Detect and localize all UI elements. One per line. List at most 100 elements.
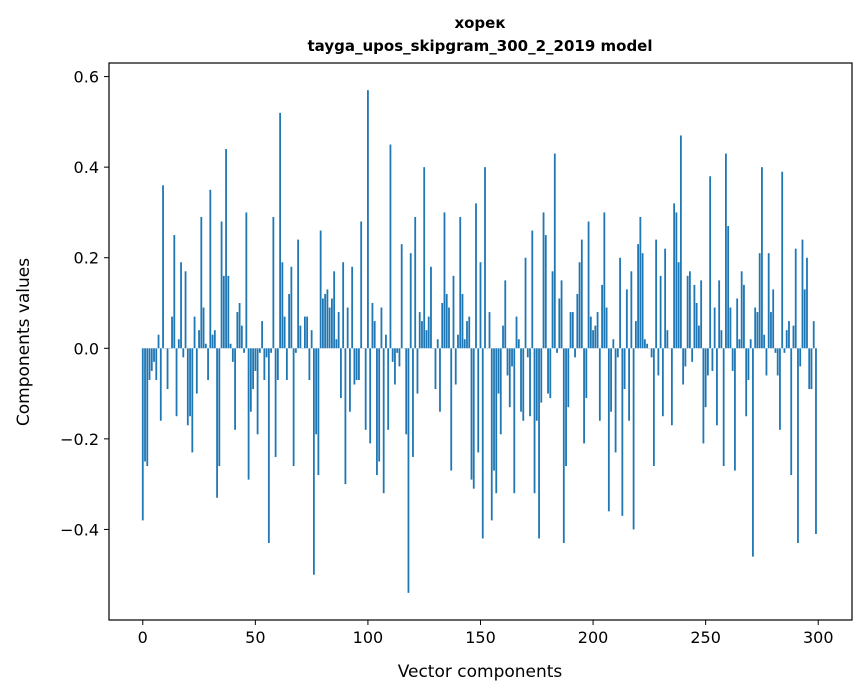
bar-269 [747,348,750,380]
bar-263 [734,348,736,471]
x-tick-label: 150 [465,628,496,647]
bar-218 [632,348,635,530]
bar-145 [468,316,471,349]
bar-88 [340,348,342,399]
bar-4 [150,348,153,371]
bar-246 [695,303,698,349]
bar-228 [655,239,658,349]
bar-100 [367,90,369,349]
bar-258 [722,348,725,467]
bar-152 [484,167,486,349]
bar-83 [328,307,331,349]
bar-77 [315,348,318,435]
bar-67 [292,348,295,467]
bar-235 [670,348,673,426]
bar-147 [472,348,475,489]
bar-231 [661,348,664,417]
bar-169 [522,348,525,421]
bar-48 [249,348,252,412]
bar-249 [702,348,705,444]
bar-58 [272,216,275,349]
bar-86 [335,339,338,349]
bar-212 [619,257,621,349]
bar-154 [488,312,491,349]
bar-107 [382,348,385,494]
bar-15 [175,348,178,417]
bar-290 [794,248,797,349]
bar-202 [596,312,599,349]
bar-294 [803,289,806,349]
bar-29 [207,348,209,380]
bar-241 [684,348,687,367]
bar-213 [621,348,624,516]
y-tick-label: 0.4 [74,158,99,177]
bar-49 [252,348,254,390]
bar-103 [373,321,376,349]
bar-280 [772,289,775,349]
bar-236 [673,203,676,349]
bar-171 [526,348,529,358]
y-tick-label: 0.0 [74,339,99,358]
bar-159 [499,348,502,435]
bar-75 [310,330,313,349]
bar-94 [353,348,356,385]
bar-7 [157,334,160,349]
y-axis-ticks: −0.4 −0.2 0.0 0.2 0.4 0.6 [60,68,109,539]
bar-184 [556,348,558,353]
bar-50 [254,348,257,371]
bar-226 [650,348,653,358]
y-axis-label: Components values [14,258,34,426]
y-tick-label: 0.2 [74,249,99,268]
bar-193 [576,293,579,349]
bar-168 [520,348,522,412]
bar-271 [752,348,754,557]
bar-197 [585,348,588,399]
bar-227 [652,348,655,467]
bar-136 [448,307,450,349]
bar-222 [641,253,644,349]
bar-143 [463,339,466,349]
x-axis-ticks: 0 50 100 150 200 250 300 [138,620,834,647]
bar-31 [211,334,214,349]
bar-244 [691,348,694,362]
bar-295 [806,257,808,349]
bar-209 [612,339,615,349]
bar-27 [202,307,205,349]
bar-181 [549,348,552,399]
bar-127 [427,316,430,349]
bar-242 [686,275,689,349]
bar-89 [342,262,345,349]
bar-104 [376,348,378,476]
bar-281 [774,348,777,353]
bar-76 [312,348,315,575]
bar-126 [425,330,428,349]
bar-81 [324,293,327,349]
bar-20 [186,348,189,426]
bar-216 [628,348,631,421]
x-tick-label: 100 [353,628,384,647]
bar-282 [776,348,779,376]
bar-283 [779,348,781,430]
bar-61 [279,112,282,349]
bar-296 [808,348,811,390]
bar-179 [544,235,547,349]
bar-144 [466,321,468,349]
bar-1 [144,348,146,462]
bar-23 [193,316,196,349]
bar-268 [745,348,748,417]
y-tick-label: −0.2 [60,430,99,449]
bar-106 [380,307,383,349]
bar-90 [344,348,347,485]
bar-278 [767,253,770,349]
bar-140 [457,334,459,349]
bar-37 [225,149,227,349]
bar-96 [358,348,360,380]
bar-63 [283,316,286,349]
bar-277 [765,348,768,376]
bar-95 [355,348,358,380]
bar-267 [743,284,745,349]
x-tick-label: 300 [803,628,834,647]
bar-121 [414,216,417,349]
bar-157 [495,348,498,494]
bar-276 [763,334,766,349]
